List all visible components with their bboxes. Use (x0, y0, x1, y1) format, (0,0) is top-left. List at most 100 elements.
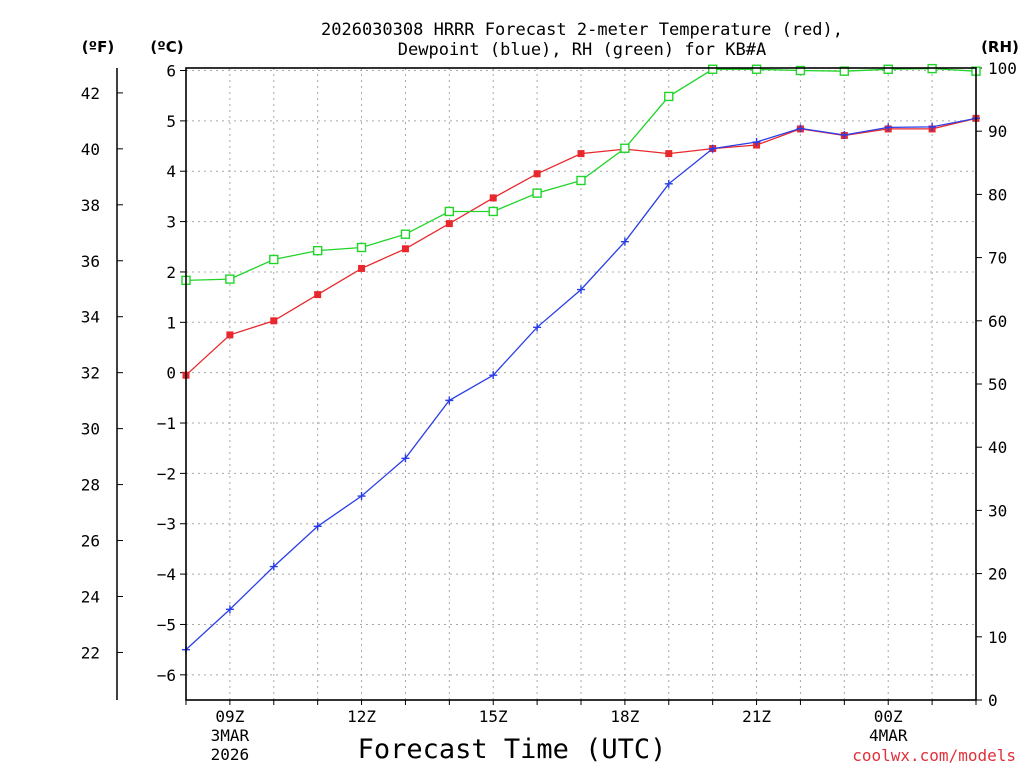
celsius-tick-label: 6 (166, 62, 176, 81)
celsius-unit-label: (ºC) (150, 38, 183, 56)
rh-tick-label: 40 (988, 438, 1007, 457)
rh-tick-label: 90 (988, 122, 1007, 141)
temperature-point (665, 150, 673, 158)
rh-tick-label: 0 (988, 691, 998, 710)
rh-point (488, 206, 498, 217)
dewpoint-point (664, 179, 673, 188)
fahrenheit-tick-label: 26 (81, 532, 100, 551)
rh-tick-label: 70 (988, 249, 1007, 268)
dewpoint-point (752, 138, 761, 147)
time-tick-label: 2026 (211, 745, 250, 764)
fahrenheit-tick-label: 36 (81, 252, 100, 271)
fahrenheit-tick-label: 28 (81, 476, 100, 495)
rh-point (707, 64, 718, 74)
dewpoint-point (884, 123, 893, 132)
data-series (181, 63, 981, 654)
fahrenheit-axis: 42 40 38 36 34 32 30 28 26 24 22 (81, 84, 123, 662)
celsius-tick-label: −2 (157, 464, 176, 483)
rh-point (751, 64, 762, 74)
celsius-tick-label: −3 (157, 515, 176, 534)
celsius-axis: 6 5 4 3 2 1 0 −1 −2 −3 −4 −5 −6 (157, 62, 186, 685)
dewpoint-point (445, 396, 454, 405)
celsius-tick-label: 0 (166, 364, 176, 383)
celsius-tick-label: 5 (166, 112, 176, 131)
celsius-tick-label: −5 (157, 615, 176, 634)
rh-point (269, 254, 279, 265)
dewpoint-point (620, 237, 629, 246)
rh-tick-label: 100 (988, 59, 1017, 78)
temperature-point (533, 170, 541, 178)
temperature-point (314, 291, 322, 299)
dewpoint-point (577, 285, 585, 294)
fahrenheit-tick-label: 24 (81, 587, 100, 606)
temperature-point (489, 194, 497, 202)
time-tick-label: 00Z (874, 707, 903, 726)
plot-frame (185, 67, 977, 701)
fahrenheit-tick-label: 38 (81, 196, 100, 215)
rh-unit-label: (RH) (981, 38, 1019, 56)
dewpoint-point (796, 124, 805, 133)
dewpoint-point (489, 371, 498, 380)
chart-title-line-1: 2026030308 HRRR Forecast 2-meter Tempera… (321, 20, 843, 40)
rh-tick-label: 60 (988, 312, 1007, 331)
temperature-point (445, 220, 453, 228)
celsius-tick-label: −1 (157, 414, 176, 433)
fahrenheit-unit-label: (ºF) (82, 38, 114, 56)
celsius-tick-label: −4 (157, 565, 176, 584)
credit-text: coolwx.com/models (852, 746, 1016, 765)
rh-point (795, 65, 806, 76)
fahrenheit-tick-label: 30 (81, 420, 100, 439)
fahrenheit-tick-label: 34 (81, 308, 100, 327)
rh-point (532, 188, 542, 198)
rh-point (444, 206, 455, 217)
rh-point (883, 64, 893, 74)
rh-point (225, 274, 235, 284)
temperature-point (270, 317, 278, 325)
temperature-point (577, 150, 585, 158)
rh-tick-label: 80 (988, 185, 1007, 204)
celsius-tick-label: 2 (166, 263, 176, 282)
fahrenheit-tick-label: 32 (81, 364, 100, 383)
rh-tick-label: 10 (988, 628, 1007, 647)
rh-point (356, 242, 367, 253)
time-tick-label: 21Z (742, 707, 771, 726)
rh-point (576, 175, 586, 186)
fahrenheit-tick-label: 40 (81, 140, 100, 159)
dewpoint-point (708, 144, 717, 153)
chart-title-line-2: Dewpoint (blue), RH (green) for KB#A (398, 40, 766, 60)
celsius-tick-label: 4 (166, 162, 176, 181)
grid-lines (186, 68, 976, 700)
dewpoint-point (533, 323, 542, 332)
dewpoint-line (185, 117, 977, 651)
rh-point (400, 229, 411, 239)
dewpoint-point (357, 492, 366, 501)
temperature-point (401, 245, 409, 253)
dewpoint-point (225, 605, 234, 614)
time-tick-label: 15Z (479, 707, 508, 726)
dewpoint-point (401, 454, 410, 463)
time-tick-label: 18Z (610, 707, 639, 726)
dewpoint-point (840, 130, 849, 139)
celsius-tick-label: 3 (166, 213, 176, 232)
dewpoint-point (269, 562, 278, 571)
temperature-point (226, 331, 234, 339)
rh-point (312, 245, 323, 256)
rh-point (664, 91, 674, 102)
rh-tick-label: 50 (988, 375, 1007, 394)
fahrenheit-tick-label: 22 (81, 643, 100, 662)
time-tick-label: 09Z (215, 707, 244, 726)
time-tick-label: 3MAR (211, 726, 250, 745)
x-axis-label: Forecast Time (UTC) (358, 734, 667, 765)
dewpoint-point (313, 522, 322, 531)
fahrenheit-tick-label: 42 (81, 84, 100, 103)
rh-point (620, 143, 630, 153)
celsius-tick-label: −6 (157, 666, 176, 685)
time-tick-label: 12Z (347, 707, 376, 726)
dewpoint-point (928, 122, 937, 131)
rh-tick-label: 20 (988, 565, 1007, 584)
rh-point (839, 66, 850, 76)
time-tick-label: 4MAR (869, 726, 908, 745)
